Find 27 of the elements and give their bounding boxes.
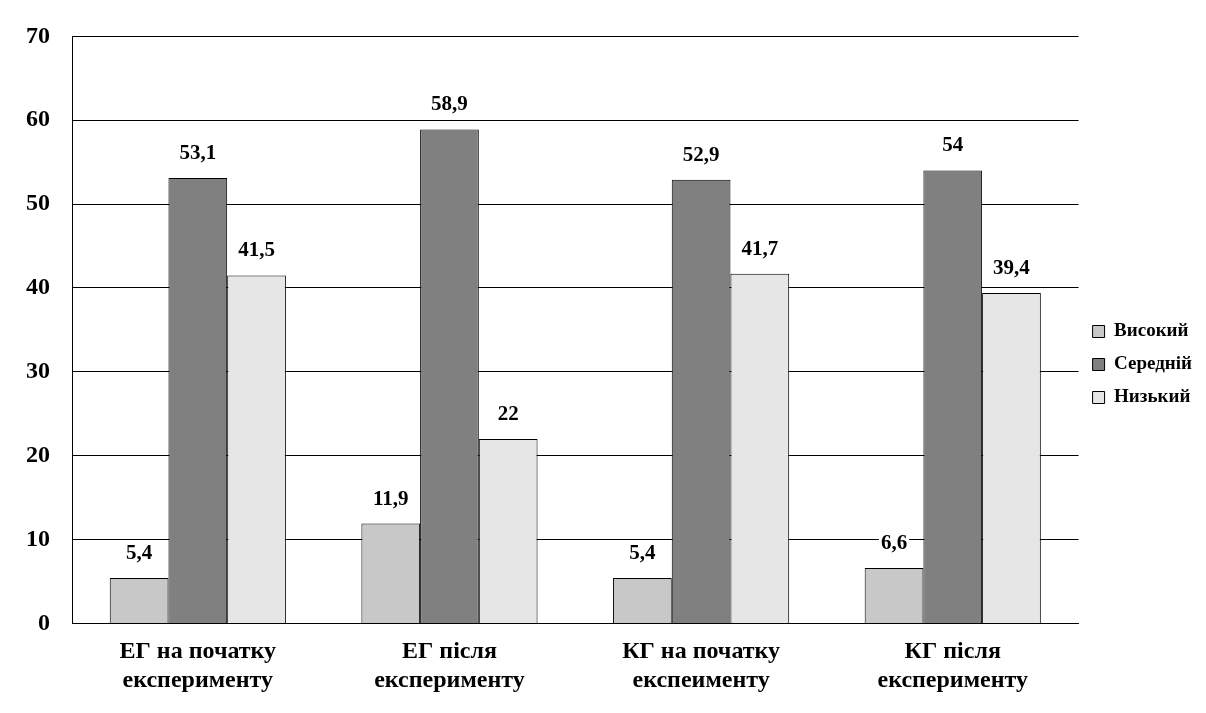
data-label: 41,7 [741, 235, 779, 260]
data-label: 41,5 [238, 237, 275, 262]
data-label: 11,9 [372, 485, 409, 510]
data-label: 52,9 [682, 141, 720, 166]
x-tick-label: КГ на початку експеименту [622, 637, 781, 692]
y-tick-label: 20 [26, 440, 50, 467]
data-label: 22 [497, 400, 519, 425]
y-tick-label: 70 [26, 21, 50, 48]
data-label: 5,4 [629, 540, 657, 565]
x-tick-label: ЕГ після експерименту [374, 637, 525, 692]
y-tick-label: 0 [38, 608, 50, 635]
y-tick-label: 60 [26, 105, 50, 132]
data-label: 5,4 [125, 540, 153, 565]
x-tick-label: КГ після експерименту [877, 637, 1029, 692]
y-tick-label: 40 [26, 273, 50, 300]
legend-label: Середній [1114, 352, 1193, 374]
y-tick-label: 50 [26, 189, 50, 216]
legend-label: Низький [1114, 385, 1191, 407]
x-tick-label: ЕГ на початку експерименту [119, 637, 277, 692]
legend-label: Високий [1114, 319, 1189, 341]
data-label: 53,1 [179, 140, 217, 165]
data-label: 39,4 [993, 254, 1031, 279]
y-tick-label: 10 [26, 524, 50, 551]
data-label: 6,6 [880, 529, 908, 554]
data-label: 58,9 [431, 91, 468, 116]
y-tick-label: 30 [26, 357, 50, 384]
data-label: 54 [942, 132, 964, 157]
